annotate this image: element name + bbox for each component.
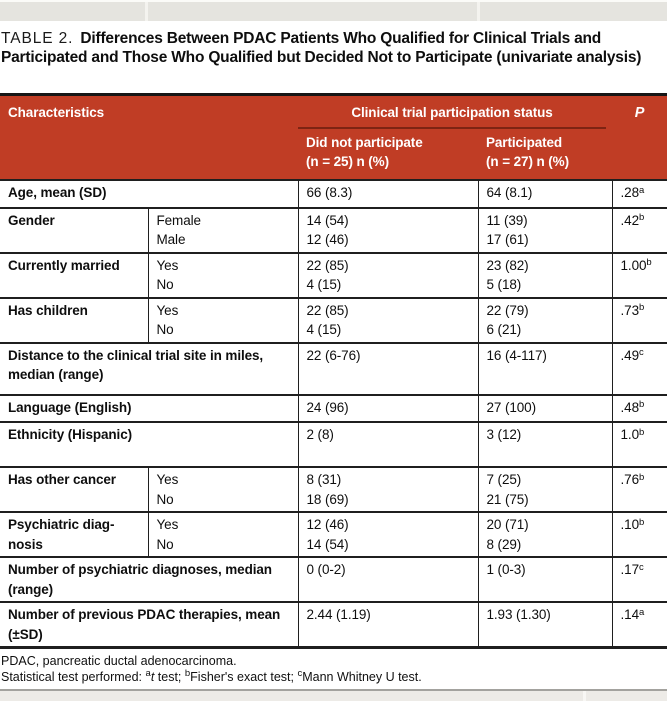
cell-participated: 1 (0-3): [477, 556, 613, 602]
row-label-cell: Currently married: [0, 251, 148, 298]
header-group-label: Clinical trial participation status: [298, 105, 607, 129]
table-row: Has other cancer Yes No 8 (31) 18 (69) 7 (…: [0, 466, 667, 512]
cell-p-value: .49c: [611, 341, 667, 395]
cell-p-value: .48b: [611, 393, 667, 422]
cell-p-value: .10b: [611, 511, 667, 557]
row-sublabel-cell: Female Male: [147, 206, 298, 253]
row-label-cell: Distance to the clinical trial site in m…: [0, 341, 298, 395]
row-label-cell: Psychiatric diag-nosis: [0, 511, 148, 557]
row-sublabel-cell: Yes No: [147, 511, 298, 557]
cell-did-not-participate: 8 (31) 18 (69): [297, 466, 478, 512]
cell-participated: 1.93 (1.30): [477, 601, 613, 649]
table-2: Characteristics Clinical trial participa…: [0, 96, 667, 649]
row-sublabel-cell: Yes No: [147, 251, 298, 298]
cell-did-not-participate: 2.44 (1.19): [297, 601, 478, 649]
strip-divider: [477, 2, 480, 21]
table-number-label: TABLE 2.: [1, 30, 74, 47]
cell-participated: 27 (100): [477, 393, 613, 422]
table-footnotes: PDAC, pancreatic ductal adenocarcinoma. …: [0, 649, 667, 689]
cell-did-not-participate: 2 (8): [297, 421, 478, 467]
strip-divider: [145, 2, 148, 21]
cell-participated: 3 (12): [477, 421, 613, 467]
header-did-not-participate: Did not participate (n = 25) n (%): [298, 129, 478, 180]
row-label-cell: Number of psychiatric diagnoses, median …: [0, 556, 298, 602]
cell-p-value: .14a: [611, 601, 667, 649]
row-sublabel-cell: Yes No: [147, 296, 298, 343]
cell-p-value: .17c: [611, 556, 667, 602]
row-label-cell: Language (English): [0, 393, 298, 422]
cell-p-value: 1.0b: [611, 421, 667, 467]
cell-participated: 11 (39) 17 (61): [477, 206, 613, 253]
footnote-abbreviation: PDAC, pancreatic ductal adenocarcinoma.: [1, 654, 237, 668]
row-label-cell: Has children: [0, 296, 148, 343]
row-label-cell: Number of previous PDAC therapies, mean …: [0, 601, 298, 649]
page-footer-strip: [0, 689, 667, 701]
cell-p-value: .76b: [611, 466, 667, 512]
header-participated-line1: Participated: [486, 135, 563, 150]
row-sublabel-cell: Yes No: [147, 466, 298, 512]
row-label-cell: Gender: [0, 206, 148, 253]
table-row: Age, mean (SD) 66 (8.3) 64 (8.1) .28a: [0, 179, 667, 208]
table-title: TABLE 2. Differences Between PDAC Patient…: [0, 21, 667, 96]
cell-did-not-participate: 24 (96): [297, 393, 478, 422]
strip-divider: [583, 691, 586, 701]
cell-participated: 23 (82) 5 (18): [477, 251, 613, 298]
cell-participated: 20 (71) 8 (29): [477, 511, 613, 557]
cell-did-not-participate: 12 (46) 14 (54): [297, 511, 478, 557]
cell-did-not-participate: 22 (85) 4 (15): [297, 251, 478, 298]
header-participated-line2: (n = 27) n (%): [486, 154, 569, 169]
header-did-not-line1: Did not participate: [306, 135, 423, 150]
table-row: Psychiatric diag-nosis Yes No 12 (46) 14 (…: [0, 511, 667, 557]
cell-did-not-participate: 66 (8.3): [297, 179, 478, 208]
header-participated: Participated (n = 27) n (%): [478, 129, 613, 180]
table-header: Characteristics Clinical trial participa…: [0, 96, 667, 180]
cell-participated: 22 (79) 6 (21): [477, 296, 613, 343]
table-row: Distance to the clinical trial site in m…: [0, 341, 667, 395]
cell-did-not-participate: 22 (85) 4 (15): [297, 296, 478, 343]
table-row: Number of previous PDAC therapies, mean …: [0, 601, 667, 649]
header-characteristics: Characteristics: [0, 96, 298, 180]
cell-participated: 7 (25) 21 (75): [477, 466, 613, 512]
page-header-strip: [0, 0, 667, 21]
table-title-text: Differences Between PDAC Patients Who Qu…: [1, 30, 642, 66]
footnote-statistical-tests: Statistical test performed: at test; bFi…: [1, 668, 422, 684]
row-label-cell: Ethnicity (Hispanic): [0, 421, 298, 467]
table-row: Has children Yes No 22 (85) 4 (15) 22 (79)…: [0, 296, 667, 343]
header-did-not-line2: (n = 25) n (%): [306, 154, 389, 169]
cell-p-value: .42b: [611, 206, 667, 253]
cell-did-not-participate: 0 (0-2): [297, 556, 478, 602]
table-row: Number of psychiatric diagnoses, median …: [0, 556, 667, 602]
table-row: Currently married Yes No 22 (85) 4 (15) 23…: [0, 251, 667, 298]
cell-participated: 64 (8.1): [477, 179, 613, 208]
cell-did-not-participate: 14 (54) 12 (46): [297, 206, 478, 253]
cell-did-not-participate: 22 (6-76): [297, 341, 478, 395]
cell-p-value: .28a: [611, 179, 667, 208]
cell-p-value: .73b: [611, 296, 667, 343]
table-row: Gender Female Male 14 (54) 12 (46) 11 (39)…: [0, 206, 667, 253]
header-p: P: [612, 96, 667, 180]
table-row: Ethnicity (Hispanic) 2 (8) 3 (12) 1.0b: [0, 421, 667, 467]
cell-participated: 16 (4-117): [477, 341, 613, 395]
row-label-cell: Has other cancer: [0, 466, 148, 512]
table-row: Language (English) 24 (96) 27 (100) .48b: [0, 393, 667, 422]
row-label-cell: Age, mean (SD): [0, 179, 298, 208]
cell-p-value: 1.00b: [611, 251, 667, 298]
header-group: Clinical trial participation status: [298, 96, 613, 129]
